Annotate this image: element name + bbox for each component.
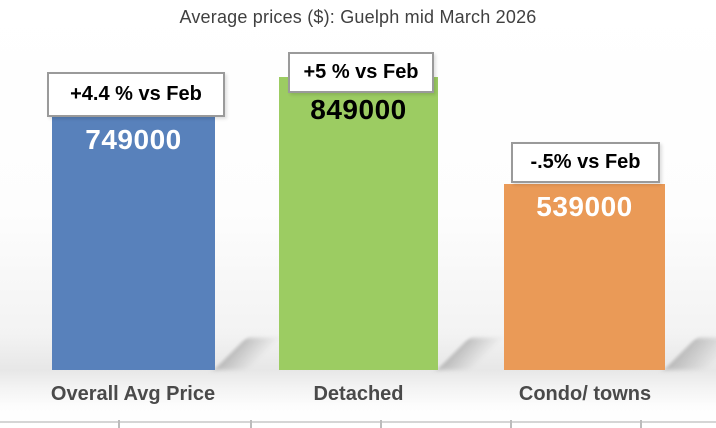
category-label-detached: Detached (313, 383, 404, 405)
bar-condo-towns: 539000 (504, 184, 665, 370)
bar-value-label: 539000 (536, 191, 633, 222)
category-label-overall-avg-price: Overall Avg Price (50, 383, 216, 405)
change-callout-label: +5 % vs Feb (303, 61, 419, 83)
chart-title: Average prices ($): Guelph mid March 202… (179, 7, 537, 27)
spreadsheet-column-tick (640, 420, 642, 428)
bar-detached: 849000 (279, 77, 438, 370)
spreadsheet-top-border (0, 421, 716, 423)
spreadsheet-column-tick (250, 420, 252, 428)
category-label-condo-towns: Condo/ towns (518, 383, 652, 405)
bar-overall-avg-price: 749000 (52, 112, 215, 370)
change-callout-overall: +4.4 % vs Feb (47, 72, 225, 117)
spreadsheet-column-tick (510, 420, 512, 428)
bar-shadow (664, 338, 716, 370)
spreadsheet-column-tick (118, 420, 120, 428)
bar-value-label: 749000 (85, 124, 182, 155)
bar-shadow (437, 338, 511, 370)
change-callout-detached: +5 % vs Feb (288, 52, 434, 93)
spreadsheet-column-tick (380, 420, 382, 428)
bar-shadow (214, 338, 288, 370)
change-callout-label: -.5% vs Feb (530, 151, 641, 173)
change-callout-label: +4.4 % vs Feb (70, 83, 202, 105)
change-callout-condo-towns: -.5% vs Feb (511, 142, 660, 183)
bar-value-label: 849000 (310, 94, 407, 125)
